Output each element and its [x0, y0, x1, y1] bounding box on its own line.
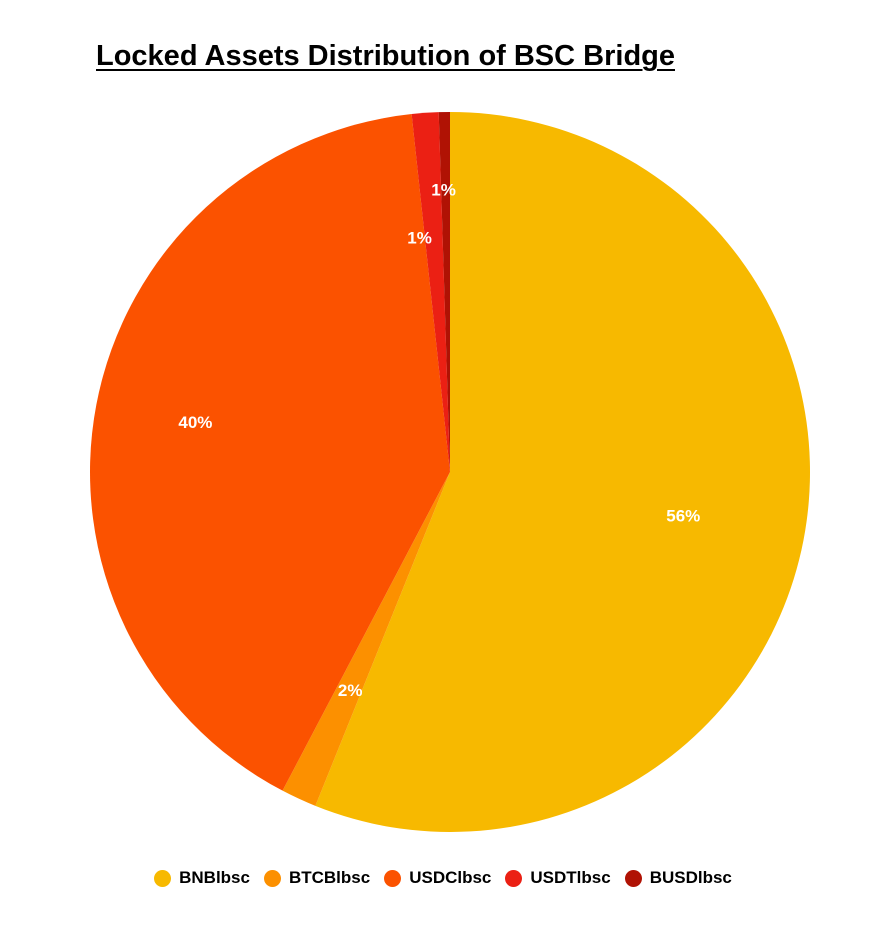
pie-slice-bnblbsc[interactable]	[315, 112, 810, 832]
legend: BNBlbsc BTCBlbsc USDClbsc USDTlbsc BUSDl…	[0, 868, 886, 888]
legend-item-busd[interactable]: BUSDlbsc	[624, 868, 732, 888]
legend-label-usdc: USDClbsc	[409, 868, 492, 887]
slice-label-bnblbsc: 56%	[666, 507, 700, 526]
legend-label-bnb: BNBlbsc	[179, 868, 250, 887]
pie-slices	[89, 112, 810, 832]
legend-item-btcb[interactable]: BTCBlbsc	[263, 868, 371, 888]
legend-label-usdt: USDTlbsc	[530, 868, 611, 887]
slice-label-btcblbsc: 2%	[338, 681, 363, 700]
legend-swatch-busd	[624, 869, 642, 887]
legend-swatch-btcb	[263, 869, 281, 887]
pie-slice-usdclbsc[interactable]	[89, 114, 450, 791]
legend-label-btcb: BTCBlbsc	[288, 868, 371, 887]
legend-item-bnb[interactable]: BNBlbsc	[154, 868, 250, 888]
legend-item-usdt[interactable]: USDTlbsc	[505, 868, 611, 888]
slice-label-usdclbsc: 40%	[178, 413, 212, 432]
pie-slice-busdlbsc[interactable]	[438, 112, 450, 472]
pie-slice-btcblbsc[interactable]	[282, 472, 450, 806]
legend-item-usdc[interactable]: USDClbsc	[384, 868, 491, 888]
pie-slice-labels: 56% 2% 40% 1% 1%	[178, 181, 700, 700]
pie-chart: 56% 2% 40% 1% 1%	[89, 112, 810, 832]
chart-title: Locked Assets Distribution of BSC Bridge	[96, 40, 675, 72]
legend-label-busd: BUSDlbsc	[649, 868, 732, 887]
slice-label-usdtlbsc: 1%	[407, 228, 432, 247]
legend-swatch-bnb	[154, 869, 172, 887]
legend-swatch-usdt	[505, 869, 523, 887]
slice-label-busdlbsc: 1%	[431, 181, 456, 200]
legend-swatch-usdc	[384, 869, 402, 887]
pie-slice-usdtlbsc[interactable]	[411, 112, 450, 472]
